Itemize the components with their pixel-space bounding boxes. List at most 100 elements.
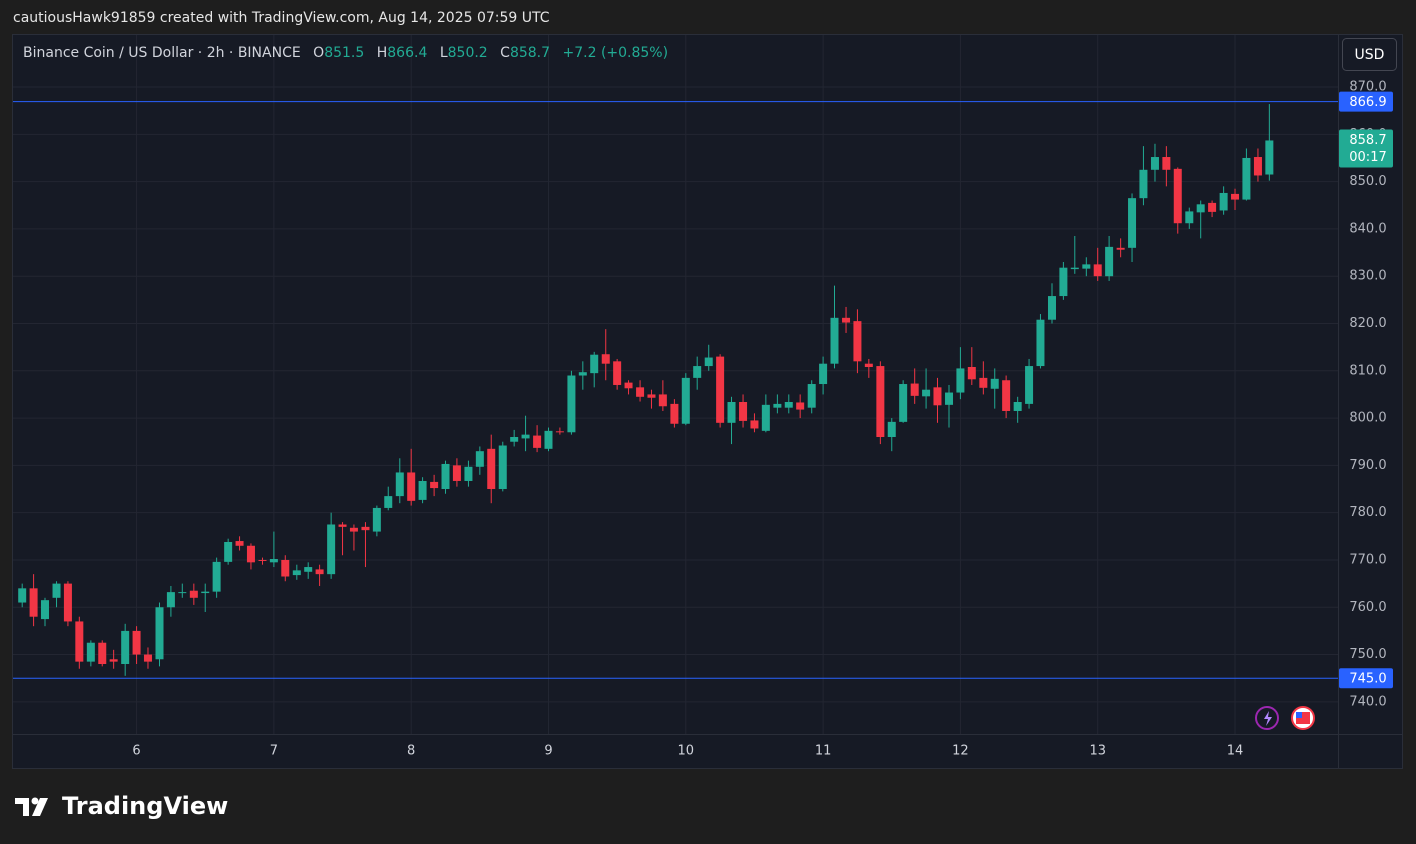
candle-body — [796, 402, 805, 410]
candle-body — [269, 559, 278, 563]
candle-body — [590, 354, 599, 374]
footer-logo: TradingView — [62, 792, 228, 820]
candle-body — [1070, 267, 1079, 270]
x-tick-label: 6 — [132, 744, 140, 759]
last-price-badge — [1339, 129, 1393, 168]
candle-body — [407, 472, 416, 501]
candle-body — [979, 377, 988, 388]
candle-body — [967, 367, 976, 380]
candle-body — [1128, 198, 1137, 248]
ohlc-value: 850.2 — [447, 45, 488, 61]
x-tick-label: 13 — [1089, 744, 1106, 759]
candle-body — [246, 545, 255, 563]
y-tick-label: 750.0 — [1349, 647, 1386, 662]
candle-body — [922, 389, 931, 397]
candle-body — [304, 567, 313, 572]
candle-body — [899, 384, 908, 422]
candle-body — [98, 642, 107, 665]
candle-body — [143, 654, 152, 662]
candle-body — [1059, 267, 1068, 297]
y-tick-label: 770.0 — [1349, 552, 1386, 567]
candle-body — [224, 541, 233, 562]
candle-body — [1196, 204, 1205, 213]
candle-body — [52, 583, 61, 598]
candle-body — [1219, 192, 1228, 211]
candle-body — [716, 356, 725, 423]
candle-body — [578, 372, 587, 376]
y-tick-label: 820.0 — [1349, 316, 1386, 331]
candle-body — [670, 403, 679, 424]
price-line-label: 745.0 — [1349, 672, 1386, 687]
candle-body — [1047, 296, 1056, 320]
credit: cautiousHawk91859 created with TradingVi… — [13, 10, 550, 26]
ideas-icon[interactable] — [1255, 706, 1279, 730]
candle-body — [63, 583, 72, 622]
candle-body — [258, 559, 267, 561]
y-tick-label: 760.0 — [1349, 600, 1386, 615]
candle-body — [864, 363, 873, 368]
last-price-label: 858.7 — [1349, 133, 1386, 148]
candle-body — [681, 377, 690, 424]
candles — [18, 104, 1274, 676]
currency-box[interactable] — [1342, 38, 1397, 71]
candle-body — [853, 321, 862, 362]
candle-body — [498, 445, 507, 490]
candle-body — [1025, 366, 1034, 404]
x-tick-label: 8 — [407, 744, 415, 759]
candle-body — [1013, 401, 1022, 411]
candle-body — [807, 384, 816, 408]
change: +7.2 (+0.85%) — [562, 45, 669, 61]
y-tick-label: 780.0 — [1349, 505, 1386, 520]
symbol-legend: Binance Coin / US Dollar · 2h · BINANCE … — [23, 45, 668, 61]
candle-body — [40, 600, 49, 620]
candle-body — [613, 361, 622, 385]
ohlc-letter: L — [439, 45, 448, 61]
candle-body — [647, 394, 656, 398]
candle-body — [842, 317, 851, 323]
candle-body — [395, 472, 404, 497]
candle-body — [1231, 193, 1240, 200]
price-line-badge — [1339, 668, 1393, 689]
candle-body — [327, 524, 336, 575]
ohlc-value: 866.4 — [387, 45, 428, 61]
y-tick-label: 840.0 — [1349, 221, 1386, 236]
logo-shape — [15, 798, 29, 816]
candle-body — [933, 387, 942, 406]
candle-body — [727, 401, 736, 423]
candle-body — [636, 387, 645, 397]
x-tick-label: 12 — [952, 744, 969, 759]
footer-logo-mark — [15, 797, 48, 816]
candle-body — [1116, 247, 1125, 250]
candle-body — [910, 383, 919, 396]
candle-body — [18, 588, 27, 603]
candle-body — [189, 590, 198, 598]
candle-body — [1242, 157, 1251, 200]
candle-body — [1162, 157, 1171, 170]
candle-body — [121, 630, 130, 665]
candle-body — [624, 382, 633, 389]
candle-body — [1082, 264, 1091, 269]
candle-body — [372, 507, 381, 532]
candle-body — [155, 607, 164, 660]
axes: 740.0 750.0 760.0 770.0 780.0 790.0 800.0 810.0… — [13, 80, 1393, 759]
candle-body — [510, 436, 519, 442]
candle-body — [1253, 157, 1262, 176]
candle-body — [86, 642, 95, 662]
candle-body — [784, 401, 793, 408]
ohlc-letter: H — [376, 45, 388, 61]
candle-body — [109, 659, 118, 662]
chart-panel — [12, 34, 1403, 769]
candle-body — [1265, 140, 1274, 175]
candle-body — [29, 588, 38, 617]
candle-body — [475, 451, 484, 467]
candle-body — [876, 366, 885, 437]
candle-body — [487, 448, 496, 490]
candle-body — [1093, 264, 1102, 277]
logo-dot — [31, 797, 39, 805]
candle-body — [544, 430, 553, 449]
countdown: 00:17 — [1349, 150, 1386, 165]
flag-icon-canton — [1296, 712, 1302, 718]
candle-body — [555, 431, 564, 433]
candle-body — [166, 592, 175, 608]
